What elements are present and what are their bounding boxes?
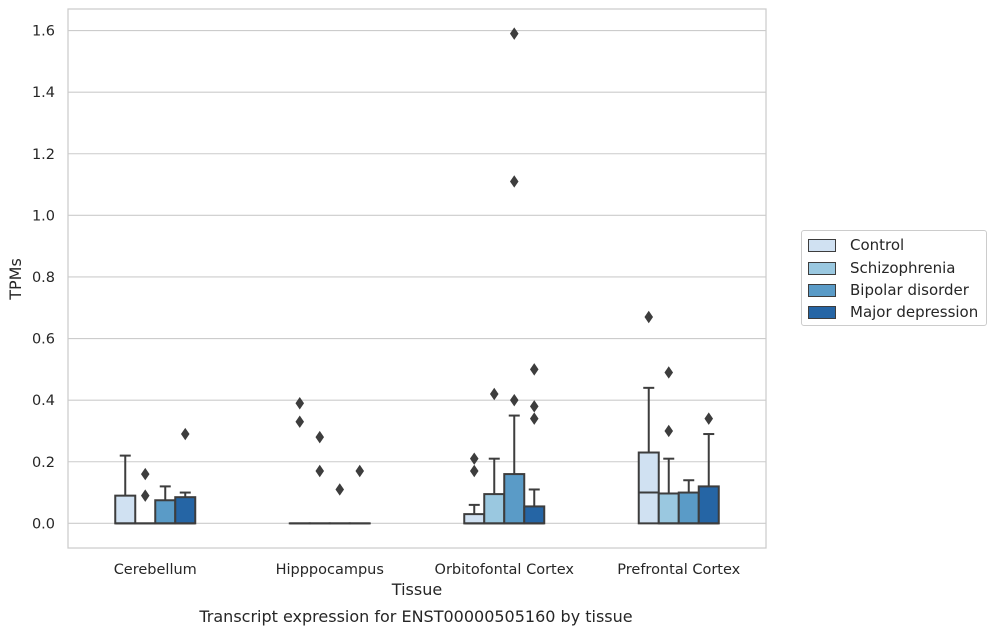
box-iqr (175, 497, 195, 523)
y-tick-label: 0.0 (32, 516, 55, 532)
x-tick-labels: Cerebellum Hipppocampus Orbitofontal Corte… (114, 562, 741, 578)
y-tick-label: 1.4 (32, 85, 55, 101)
legend-label-major-depression: Major depression (850, 303, 978, 321)
x-tick-label: Cerebellum (114, 562, 197, 578)
legend-label-schizophrenia: Schizophrenia (850, 259, 955, 277)
plot-background (68, 9, 766, 548)
x-tick-label: Hipppocampus (276, 562, 384, 578)
y-tick-label: 1.6 (32, 24, 55, 40)
box-iqr (524, 506, 544, 523)
box-iqr (659, 493, 679, 523)
legend-label-bipolar-disorder: Bipolar disorder (850, 281, 969, 299)
box-iqr (639, 453, 659, 524)
box-iqr (115, 496, 135, 524)
box-iqr (484, 494, 504, 523)
y-tick-label: 1.0 (32, 208, 55, 224)
y-axis-label: TPMs (6, 258, 25, 301)
legend-item-schizophrenia: Schizophrenia (808, 258, 955, 278)
legend-swatch-control (808, 239, 836, 252)
legend-swatch-schizophrenia (808, 262, 836, 275)
legend-swatch-bipolar-disorder (808, 284, 836, 297)
box-iqr (504, 474, 524, 523)
y-tick-label: 0.4 (32, 393, 55, 409)
legend-swatch-major-depression (808, 306, 836, 319)
y-tick-label: 1.2 (32, 147, 55, 163)
x-tick-label: Prefrontal Cortex (617, 562, 740, 578)
x-tick-label: Orbitofontal Cortex (435, 562, 575, 578)
box-iqr (699, 486, 719, 523)
legend-label-control: Control (850, 236, 904, 254)
y-tick-label: 0.2 (32, 455, 55, 471)
legend-item-control: Control (808, 235, 904, 255)
box-iqr (679, 493, 699, 524)
legend: Control Schizophrenia Bipolar disorder M… (801, 230, 987, 326)
box-iqr (464, 514, 484, 523)
y-tick-labels: 0.0 0.2 0.4 0.6 0.8 1.0 1.2 1.4 1.6 (32, 24, 55, 533)
x-axis-label: Tissue (391, 580, 442, 599)
legend-item-major-depression: Major depression (808, 302, 978, 322)
box-iqr (155, 500, 175, 523)
legend-item-bipolar-disorder: Bipolar disorder (808, 280, 969, 300)
y-tick-label: 0.8 (32, 270, 55, 286)
chart-caption: Transcript expression for ENST0000050516… (198, 607, 632, 626)
y-tick-label: 0.6 (32, 332, 55, 348)
